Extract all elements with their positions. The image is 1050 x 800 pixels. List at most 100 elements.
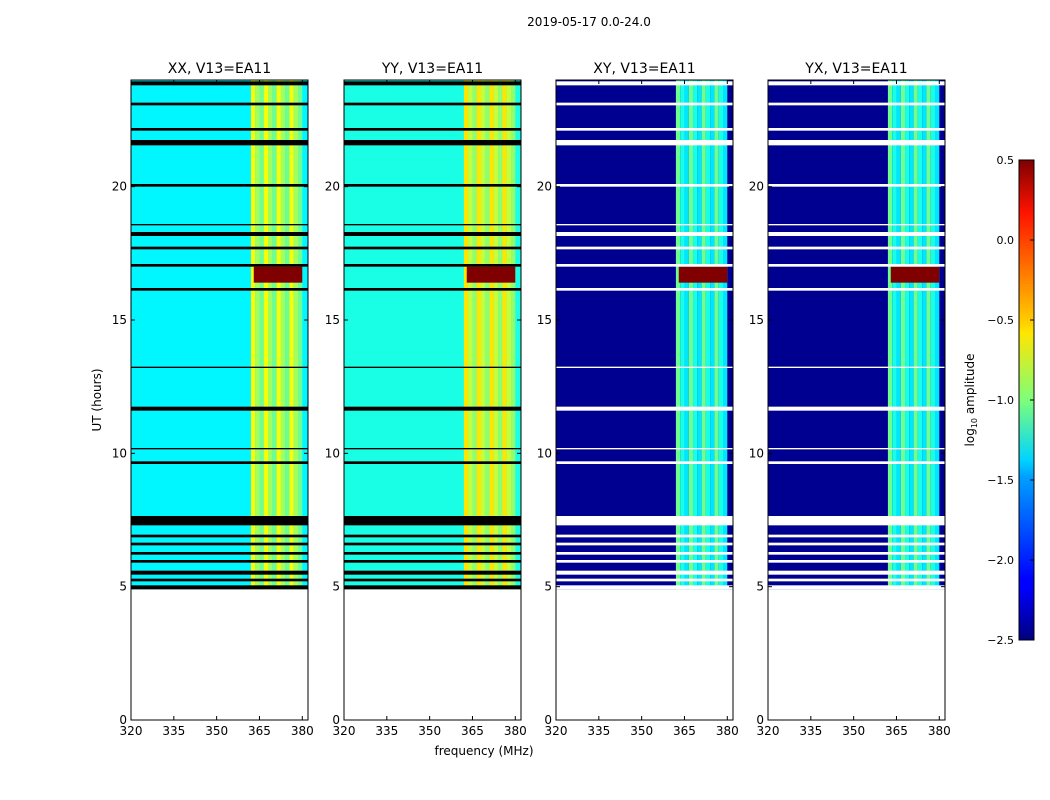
flagged-time-band: [131, 542, 308, 546]
flagged-time-band: [344, 448, 521, 450]
flagged-time-band: [344, 184, 521, 187]
x-tick-label: 320: [120, 724, 143, 738]
x-tick-label: 350: [205, 724, 228, 738]
flagged-time-band: [556, 264, 733, 267]
y-tick-label: 15: [112, 313, 127, 327]
flagged-time-band: [131, 288, 308, 291]
flagged-time-band: [344, 81, 521, 86]
flagged-time-band: [556, 81, 733, 86]
flagged-time-band: [131, 246, 308, 250]
x-tick-label: 335: [375, 724, 398, 738]
flagged-time-band: [556, 542, 733, 546]
flagged-time-band: [768, 288, 945, 291]
x-tick-label: 320: [757, 724, 780, 738]
rfi-channel-stripe: [511, 80, 516, 590]
y-tick-label: 20: [537, 180, 552, 194]
flagged-time-band: [556, 366, 733, 368]
y-tick-label: 20: [325, 180, 340, 194]
flagged-time-band: [556, 288, 733, 291]
flagged-time-band: [131, 560, 308, 563]
panel-title: XY, V13=EA11: [593, 61, 695, 77]
flagged-time-band: [556, 560, 733, 563]
flagged-time-band: [344, 542, 521, 546]
flagged-time-band: [131, 461, 308, 464]
colorbar-label: log10 amplitude: [963, 354, 979, 447]
flagged-time-band: [131, 264, 308, 267]
colorbar-label-rest: amplitude: [963, 354, 977, 418]
flagged-time-band: [556, 516, 733, 526]
rfi-channel-stripe: [900, 80, 906, 590]
flagged-time-band: [131, 570, 308, 575]
flagged-time-band: [131, 516, 308, 526]
y-tick-label: 5: [544, 580, 552, 594]
flagged-time-band: [556, 232, 733, 236]
flagged-time-band: [556, 246, 733, 250]
flagged-time-band: [131, 102, 308, 106]
flagged-time-band: [131, 140, 308, 146]
flagged-time-band: [556, 406, 733, 411]
rfi-channel-stripe: [255, 80, 260, 590]
colorbar-tick-label: −2.5: [987, 634, 1014, 647]
flagged-time-band: [344, 224, 521, 226]
x-tick-label: 335: [799, 724, 822, 738]
y-tick-label: 20: [112, 180, 127, 194]
colorbar-tick-label: −1.5: [987, 474, 1014, 487]
x-tick-label: 380: [716, 724, 739, 738]
x-tick-label: 350: [630, 724, 653, 738]
flagged-time-band: [344, 264, 521, 267]
rfi-burst: [466, 266, 516, 283]
rfi-channel-stripe: [276, 80, 281, 590]
flagged-time-band: [768, 366, 945, 368]
rfi-channel-stripe: [718, 80, 724, 590]
x-axis-label: frequency (MHz): [434, 744, 533, 758]
flagged-time-band: [131, 578, 308, 582]
x-tick-label: 365: [248, 724, 271, 738]
flagged-time-band: [131, 184, 308, 187]
figure-title: 2019-05-17 0.0-24.0: [527, 15, 651, 29]
flagged-time-band: [131, 406, 308, 411]
x-tick-label: 320: [333, 724, 356, 738]
y-tick-label: 10: [537, 446, 552, 460]
flagged-time-band: [556, 461, 733, 464]
flagged-time-band: [556, 448, 733, 450]
y-tick-label: 10: [112, 446, 127, 460]
flagged-time-band: [344, 461, 521, 464]
y-tick-label: 0: [119, 713, 127, 727]
rfi-channel-stripe: [263, 80, 269, 590]
x-tick-label: 380: [291, 724, 314, 738]
panel-xx: XX, V13=EA11 320 335 350 365 380 0 5 10 15 20: [112, 61, 314, 738]
panel-frame: [767, 79, 946, 721]
rfi-channel-stripe: [892, 80, 897, 590]
y-tick-label: 0: [332, 713, 340, 727]
flagged-time-band: [768, 448, 945, 450]
flagged-time-band: [768, 264, 945, 267]
flagged-time-band: [556, 128, 733, 131]
rfi-channel-stripe: [293, 80, 299, 590]
rfi-channel-stripe: [905, 80, 910, 590]
rfi-channel-stripe: [272, 80, 277, 590]
rfi-channel-stripe: [285, 80, 290, 590]
rfi-channel-stripe: [481, 80, 486, 590]
flagged-time-band: [344, 406, 521, 411]
rfi-channel-stripe: [498, 80, 503, 590]
flagged-time-band: [556, 570, 733, 575]
rfi-channel-stripe: [472, 80, 477, 590]
flagged-time-band: [768, 585, 945, 590]
rfi-channel-stripe: [280, 80, 286, 590]
flagged-time-band: [768, 406, 945, 411]
rfi-channel-stripe: [289, 80, 294, 590]
rfi-channel-stripe: [250, 80, 256, 590]
colorbar-tick-label: −1.0: [987, 394, 1014, 407]
x-tick-label: 365: [673, 724, 696, 738]
flagged-time-band: [768, 552, 945, 555]
rfi-channel-stripe: [476, 80, 482, 590]
y-tick-label: 15: [749, 313, 764, 327]
colorbar-label-log: log: [963, 428, 977, 446]
flagged-time-band: [768, 128, 945, 131]
rfi-channel-stripe: [506, 80, 512, 590]
rfi-channel-stripe: [268, 80, 273, 590]
y-tick-label: 0: [756, 713, 764, 727]
rfi-channel-stripe: [680, 80, 685, 590]
rfi-channel-stripe: [468, 80, 473, 590]
panel-frame: [130, 79, 309, 721]
